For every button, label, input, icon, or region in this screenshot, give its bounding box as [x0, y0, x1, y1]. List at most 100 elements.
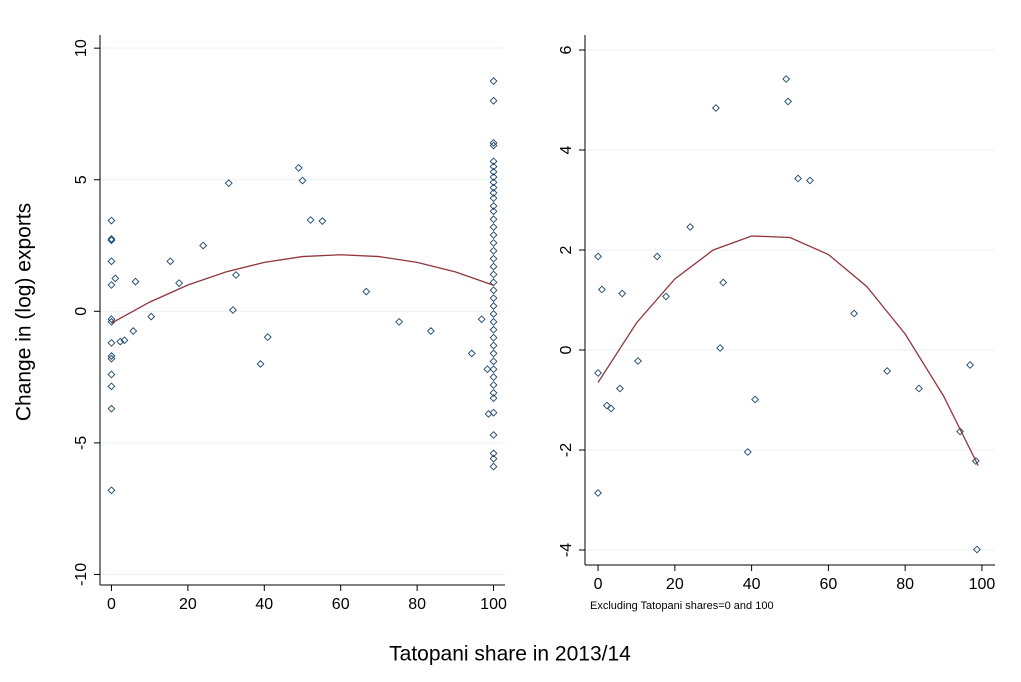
point — [263, 333, 272, 342]
point — [489, 294, 498, 303]
point — [256, 360, 265, 368]
point — [489, 238, 498, 247]
point — [107, 382, 116, 391]
point — [716, 344, 725, 352]
point — [602, 401, 611, 410]
point — [489, 138, 498, 147]
point — [489, 183, 498, 192]
point — [489, 325, 498, 334]
point — [489, 270, 498, 279]
point — [232, 271, 240, 279]
x-tick-label: 20 — [179, 596, 197, 613]
y-tick-label: 0 — [73, 307, 90, 316]
x-axis-label: Tatopani share in 2013/14 — [389, 643, 631, 666]
point — [362, 287, 371, 296]
point — [489, 431, 498, 439]
point — [971, 457, 980, 465]
point — [199, 241, 208, 250]
y-tick-label: 2 — [558, 245, 575, 254]
point — [489, 454, 498, 463]
point — [107, 235, 116, 243]
point — [489, 341, 498, 350]
point — [294, 163, 303, 172]
point — [229, 306, 237, 314]
point — [973, 545, 981, 554]
point — [794, 174, 802, 183]
point — [318, 217, 327, 225]
point — [107, 281, 116, 289]
point — [782, 75, 791, 83]
point — [662, 292, 670, 301]
y-tick-label: -5 — [73, 436, 90, 450]
point — [111, 274, 120, 283]
point — [653, 252, 662, 261]
point — [743, 448, 752, 456]
x-tick-label: 40 — [743, 576, 761, 593]
point — [489, 262, 498, 271]
point — [956, 427, 965, 436]
point — [489, 349, 498, 358]
point — [883, 367, 892, 375]
point — [489, 141, 498, 150]
point — [298, 176, 307, 185]
point — [107, 486, 116, 495]
point — [107, 404, 116, 413]
point — [489, 173, 498, 182]
x-tick-label: 40 — [255, 596, 273, 613]
point — [107, 354, 116, 363]
point — [594, 252, 602, 261]
point — [751, 395, 760, 404]
point — [489, 254, 498, 263]
point — [483, 365, 492, 374]
point — [686, 223, 695, 231]
point — [129, 327, 138, 335]
point — [489, 96, 498, 105]
y-tick-label: 6 — [558, 45, 575, 54]
point — [175, 279, 184, 288]
point — [467, 349, 476, 358]
point — [489, 207, 498, 216]
point — [489, 194, 498, 203]
point — [489, 215, 498, 224]
point — [166, 257, 175, 266]
y-tick-label: -10 — [73, 563, 90, 586]
point — [607, 404, 616, 413]
point — [489, 333, 498, 342]
point — [224, 179, 233, 188]
point — [477, 315, 486, 324]
point — [489, 188, 498, 197]
point — [489, 246, 498, 255]
point — [489, 157, 498, 166]
point — [489, 302, 498, 310]
point — [489, 462, 498, 471]
point — [489, 223, 498, 232]
point — [306, 216, 315, 224]
point — [107, 236, 116, 245]
point — [489, 365, 498, 374]
point — [489, 408, 498, 417]
y-tick-label: 4 — [558, 145, 575, 154]
point — [719, 278, 728, 287]
point — [966, 361, 974, 369]
point — [489, 317, 498, 326]
point — [489, 394, 498, 403]
x-tick-label: 80 — [896, 576, 914, 593]
point — [489, 286, 498, 295]
point — [107, 338, 116, 347]
point — [806, 176, 814, 185]
point — [107, 352, 116, 360]
x-tick-label: 60 — [332, 596, 350, 613]
x-tick-label: 60 — [819, 576, 837, 593]
fit-line — [597, 235, 979, 466]
point — [915, 384, 923, 393]
point — [395, 317, 404, 326]
point — [131, 277, 140, 286]
y-tick-label: -4 — [558, 543, 575, 557]
y-tick-label: 0 — [558, 345, 575, 354]
point — [107, 216, 116, 225]
y-tick-label: -2 — [558, 443, 575, 457]
x-tick-label: 0 — [594, 576, 603, 593]
point — [489, 178, 498, 187]
point — [489, 167, 498, 176]
